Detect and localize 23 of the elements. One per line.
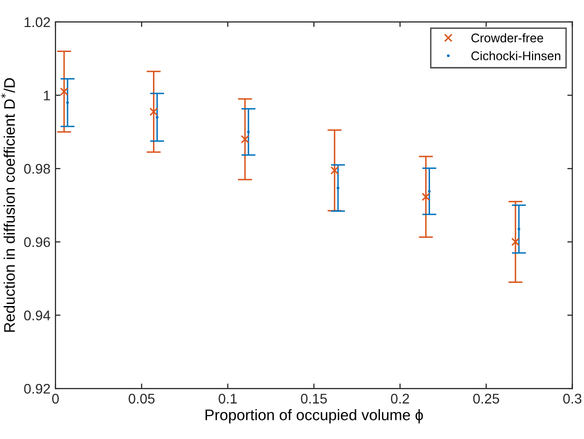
y-axis-title: Reduction in diffusion coefficient D$^{*}$/D bbox=[0, 78, 15, 332]
y-tick-label: 0.92 bbox=[24, 384, 50, 394]
x-tick-label: 0.15 bbox=[300, 394, 327, 404]
point bbox=[150, 108, 158, 116]
y-tick-label: 1.02 bbox=[24, 17, 50, 28]
point bbox=[240, 135, 250, 144]
legend-label: Crowder-free bbox=[471, 33, 544, 42]
point bbox=[60, 87, 68, 96]
x-tick-label: 0.05 bbox=[128, 394, 155, 404]
y-tick-label: 0.96 bbox=[24, 237, 50, 248]
x-axis-title: Proportion of occupied volume ϕ bbox=[206, 409, 423, 424]
x-tick-label: 0 bbox=[52, 394, 59, 404]
point bbox=[422, 192, 430, 201]
legend-label: Cichocki-Hinsen bbox=[471, 51, 560, 60]
x-tick-label: 0.25 bbox=[473, 394, 500, 404]
point bbox=[330, 166, 339, 175]
x-tick-label: 0.3 bbox=[563, 394, 582, 404]
x-tick-label: 0.1 bbox=[218, 394, 237, 404]
y-tick-label: 0.98 bbox=[24, 164, 50, 174]
x-tick-label: 0.2 bbox=[390, 394, 409, 404]
y-tick-label: 0.94 bbox=[24, 310, 50, 320]
y-tick-label: 1 bbox=[44, 90, 50, 100]
point bbox=[511, 238, 520, 246]
